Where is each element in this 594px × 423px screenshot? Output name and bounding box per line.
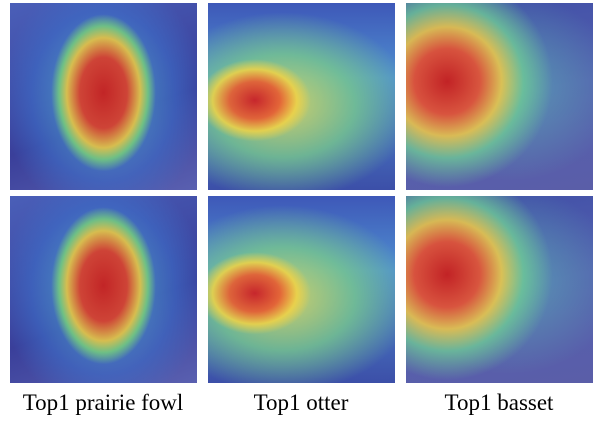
heatmap-image (208, 196, 395, 383)
heatmap-image (406, 196, 593, 383)
heatmap-image (10, 3, 197, 190)
caption: Top1 otter (201, 390, 401, 416)
heatmap-image (10, 196, 197, 383)
caption: Top1 basset (399, 390, 594, 416)
heatmap-image (406, 3, 593, 190)
caption: Top1 prairie fowl (3, 390, 203, 416)
figure: Top1 prairie fowl Top1 otter Top1 basset (0, 0, 594, 423)
heatmap-image (208, 3, 395, 190)
